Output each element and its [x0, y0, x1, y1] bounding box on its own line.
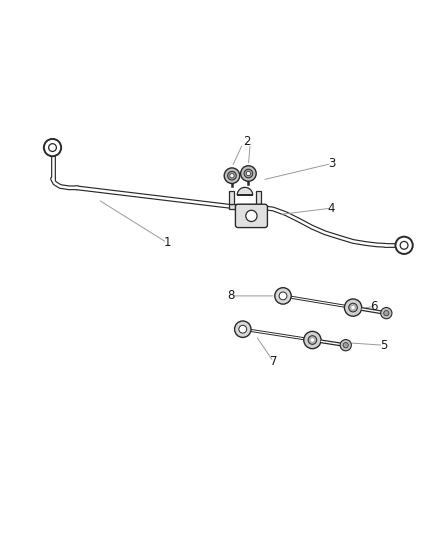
Circle shape	[246, 172, 251, 176]
Circle shape	[279, 292, 287, 300]
Text: 8: 8	[227, 289, 235, 302]
Circle shape	[340, 340, 351, 351]
Circle shape	[246, 211, 257, 222]
Circle shape	[381, 308, 392, 319]
Text: 4: 4	[328, 201, 335, 215]
Circle shape	[224, 168, 240, 183]
Circle shape	[275, 288, 291, 304]
Text: 3: 3	[328, 157, 335, 170]
Text: 2: 2	[244, 135, 251, 148]
Text: 6: 6	[370, 300, 378, 313]
Circle shape	[44, 139, 61, 156]
Circle shape	[49, 144, 57, 151]
Circle shape	[384, 311, 389, 316]
Circle shape	[240, 166, 256, 181]
Text: 7: 7	[270, 355, 277, 368]
Polygon shape	[237, 188, 253, 195]
Text: 1: 1	[163, 236, 171, 249]
Circle shape	[304, 332, 321, 349]
Circle shape	[244, 169, 253, 178]
Circle shape	[400, 241, 408, 249]
Circle shape	[230, 174, 234, 178]
Circle shape	[344, 299, 362, 316]
Circle shape	[349, 303, 357, 312]
Polygon shape	[229, 204, 261, 209]
FancyBboxPatch shape	[236, 204, 268, 228]
Polygon shape	[256, 191, 261, 204]
Circle shape	[308, 336, 317, 344]
Circle shape	[396, 237, 413, 254]
Text: 5: 5	[380, 338, 387, 352]
Circle shape	[311, 338, 314, 342]
Polygon shape	[229, 191, 234, 204]
Circle shape	[228, 172, 236, 180]
Circle shape	[351, 306, 355, 309]
Circle shape	[239, 325, 247, 333]
Circle shape	[235, 321, 251, 337]
Circle shape	[343, 343, 348, 348]
